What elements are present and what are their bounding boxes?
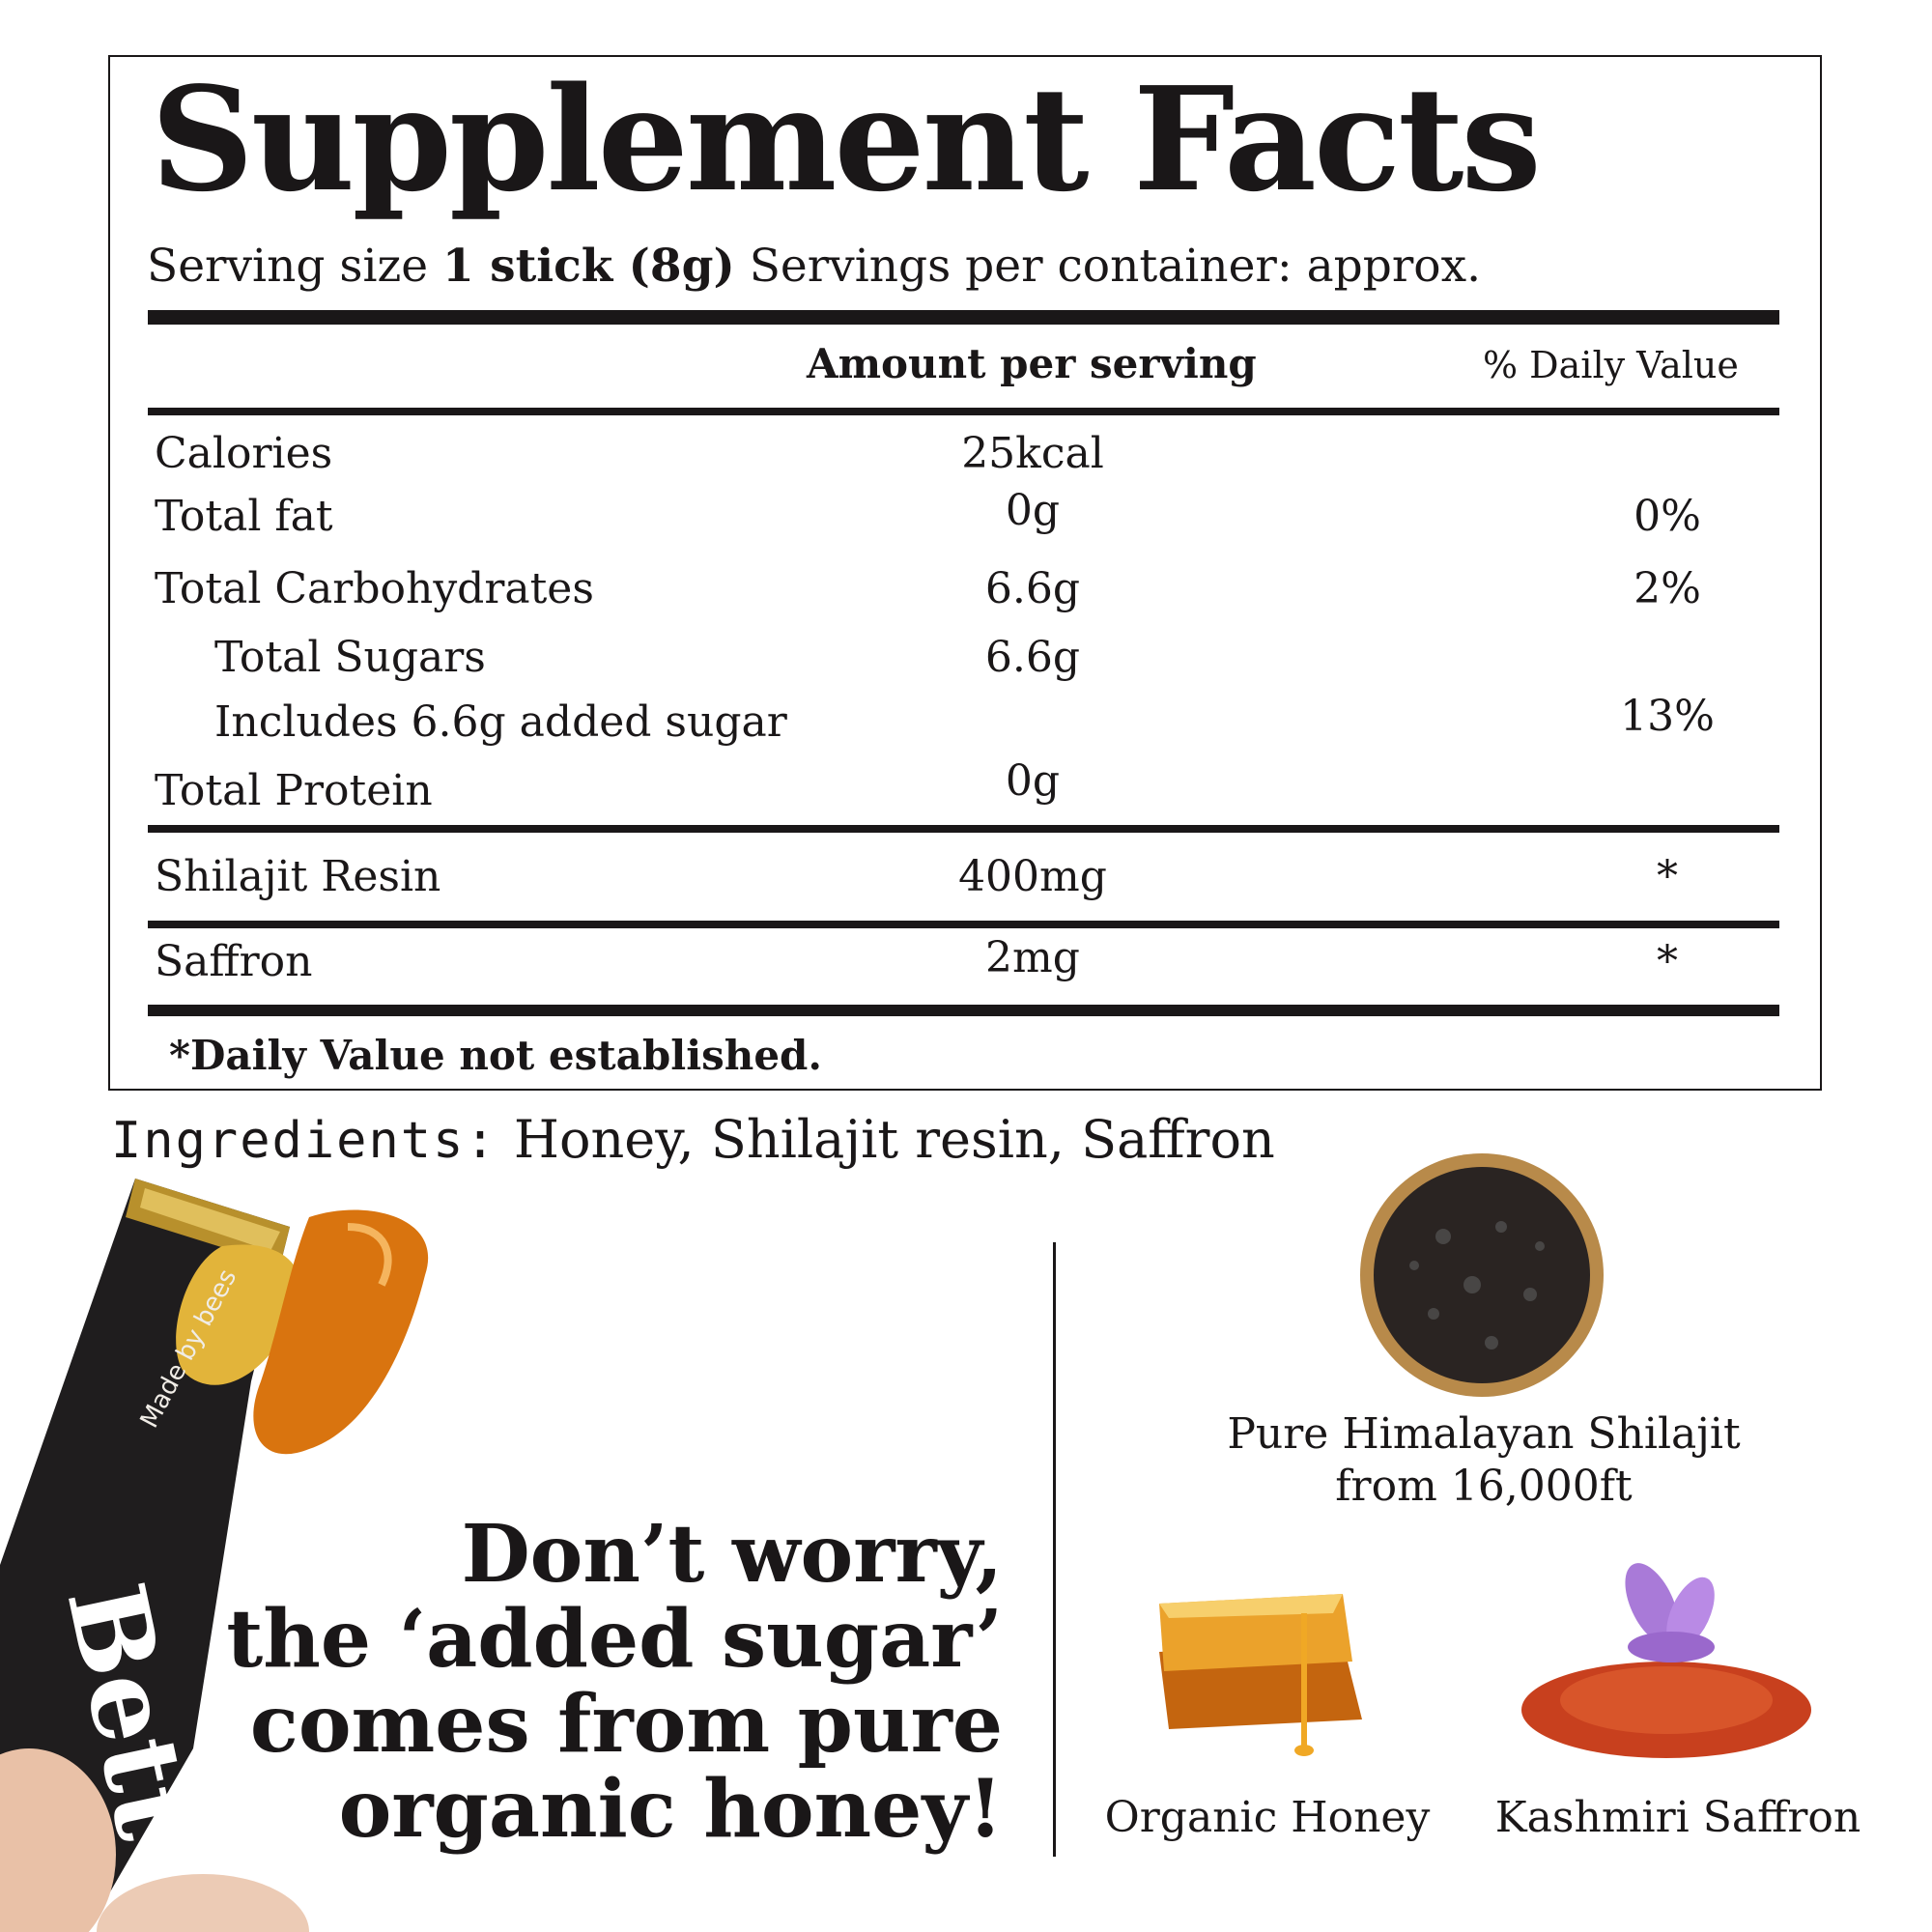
supplement-facts-panel — [108, 55, 1822, 1091]
ingredients-label: Ingredients: — [111, 1112, 497, 1170]
header-amount: Amount per serving — [807, 340, 1257, 387]
row-label: Shilajit Resin — [155, 852, 441, 901]
saffron-caption: Kashmiri Saffron — [1494, 1793, 1861, 1842]
row-dv: * — [1657, 937, 1678, 986]
footnote: *Daily Value not established. — [169, 1032, 823, 1079]
finger — [97, 1874, 309, 1932]
serving-size-label: Serving size — [147, 240, 429, 293]
thumb — [0, 1748, 116, 1932]
vertical-divider — [1053, 1242, 1056, 1857]
row-label: Calories — [155, 429, 333, 478]
honey-caption: Organic Honey — [1104, 1793, 1431, 1842]
servings-per-container: Servings per container: approx. — [749, 240, 1482, 293]
facts-row-total-carbohydrates: Total Carbohydrates 6.6g 2% — [0, 564, 1932, 622]
facts-row-added-sugar: Includes 6.6g added sugar 13% — [0, 692, 1932, 755]
row-label: Total Carbohydrates — [155, 564, 594, 613]
row-amount: 0g — [1005, 756, 1061, 806]
thick-divider — [148, 310, 1779, 325]
row-dv: 0% — [1634, 492, 1701, 541]
headline-line: organic honey! — [338, 1763, 1003, 1856]
honey-stick-image: Made by bees Bett — [0, 1179, 429, 1932]
divider — [148, 921, 1779, 928]
row-amount: 400mg — [958, 852, 1107, 901]
headline-line: comes from pure — [249, 1678, 1003, 1771]
stick-pack: Made by bees Bett — [0, 1179, 429, 1932]
row-amount: 6.6g — [984, 564, 1081, 613]
serving-size-value: 1 stick (8g) — [442, 240, 735, 293]
row-label: Total Protein — [155, 766, 433, 815]
honeycomb-image — [1159, 1594, 1362, 1756]
row-dv: 13% — [1620, 692, 1715, 741]
row-amount: 25kcal — [961, 429, 1104, 478]
facts-row-total-sugars: Total Sugars 6.6g — [0, 633, 1932, 691]
headline-line: Don’t worry, — [461, 1508, 1003, 1601]
facts-row-total-protein: Total Protein 0g — [0, 756, 1932, 824]
shilajit-bowl-image — [1360, 1153, 1604, 1397]
row-dv: * — [1657, 852, 1678, 901]
row-amount: 0g — [1005, 486, 1061, 535]
divider — [148, 825, 1779, 833]
row-amount: 6.6g — [984, 633, 1081, 682]
serving-info: Serving size 1 stick (8g) Servings per c… — [147, 240, 1481, 293]
headline: Don’t worry, the ‘added sugar’ comes fro… — [226, 1512, 1003, 1852]
facts-row-calories: Calories 25kcal — [0, 429, 1932, 487]
thick-divider — [148, 1005, 1779, 1016]
headline-line: the ‘added sugar’ — [226, 1593, 1003, 1686]
facts-row-total-fat: Total fat 0g 0% — [0, 486, 1932, 550]
facts-row-shilajit-resin: Shilajit Resin 400mg * — [0, 852, 1932, 910]
divider — [148, 408, 1779, 415]
row-label: Total fat — [155, 492, 333, 541]
header-daily-value: % Daily Value — [1483, 344, 1739, 386]
caption-line: from 16,000ft — [1335, 1462, 1633, 1511]
row-label: Total Sugars — [214, 633, 486, 682]
facts-row-saffron: Saffron 2mg * — [0, 933, 1932, 995]
ingredients-line: Ingredients: Honey, Shilajit resin, Saff… — [111, 1109, 1275, 1170]
row-amount: 2mg — [985, 933, 1080, 982]
saffron-image — [1521, 1563, 1811, 1758]
panel-title: Supplement Facts — [151, 55, 1542, 223]
row-label: Saffron — [155, 937, 313, 986]
shilajit-caption: Pure Himalayan Shilajit from 16,000ft — [1194, 1408, 1774, 1513]
ingredients-value: Honey, Shilajit resin, Saffron — [513, 1109, 1275, 1170]
row-label: Includes 6.6g added sugar — [214, 697, 787, 747]
row-dv: 2% — [1634, 564, 1701, 613]
caption-line: Pure Himalayan Shilajit — [1227, 1409, 1741, 1459]
